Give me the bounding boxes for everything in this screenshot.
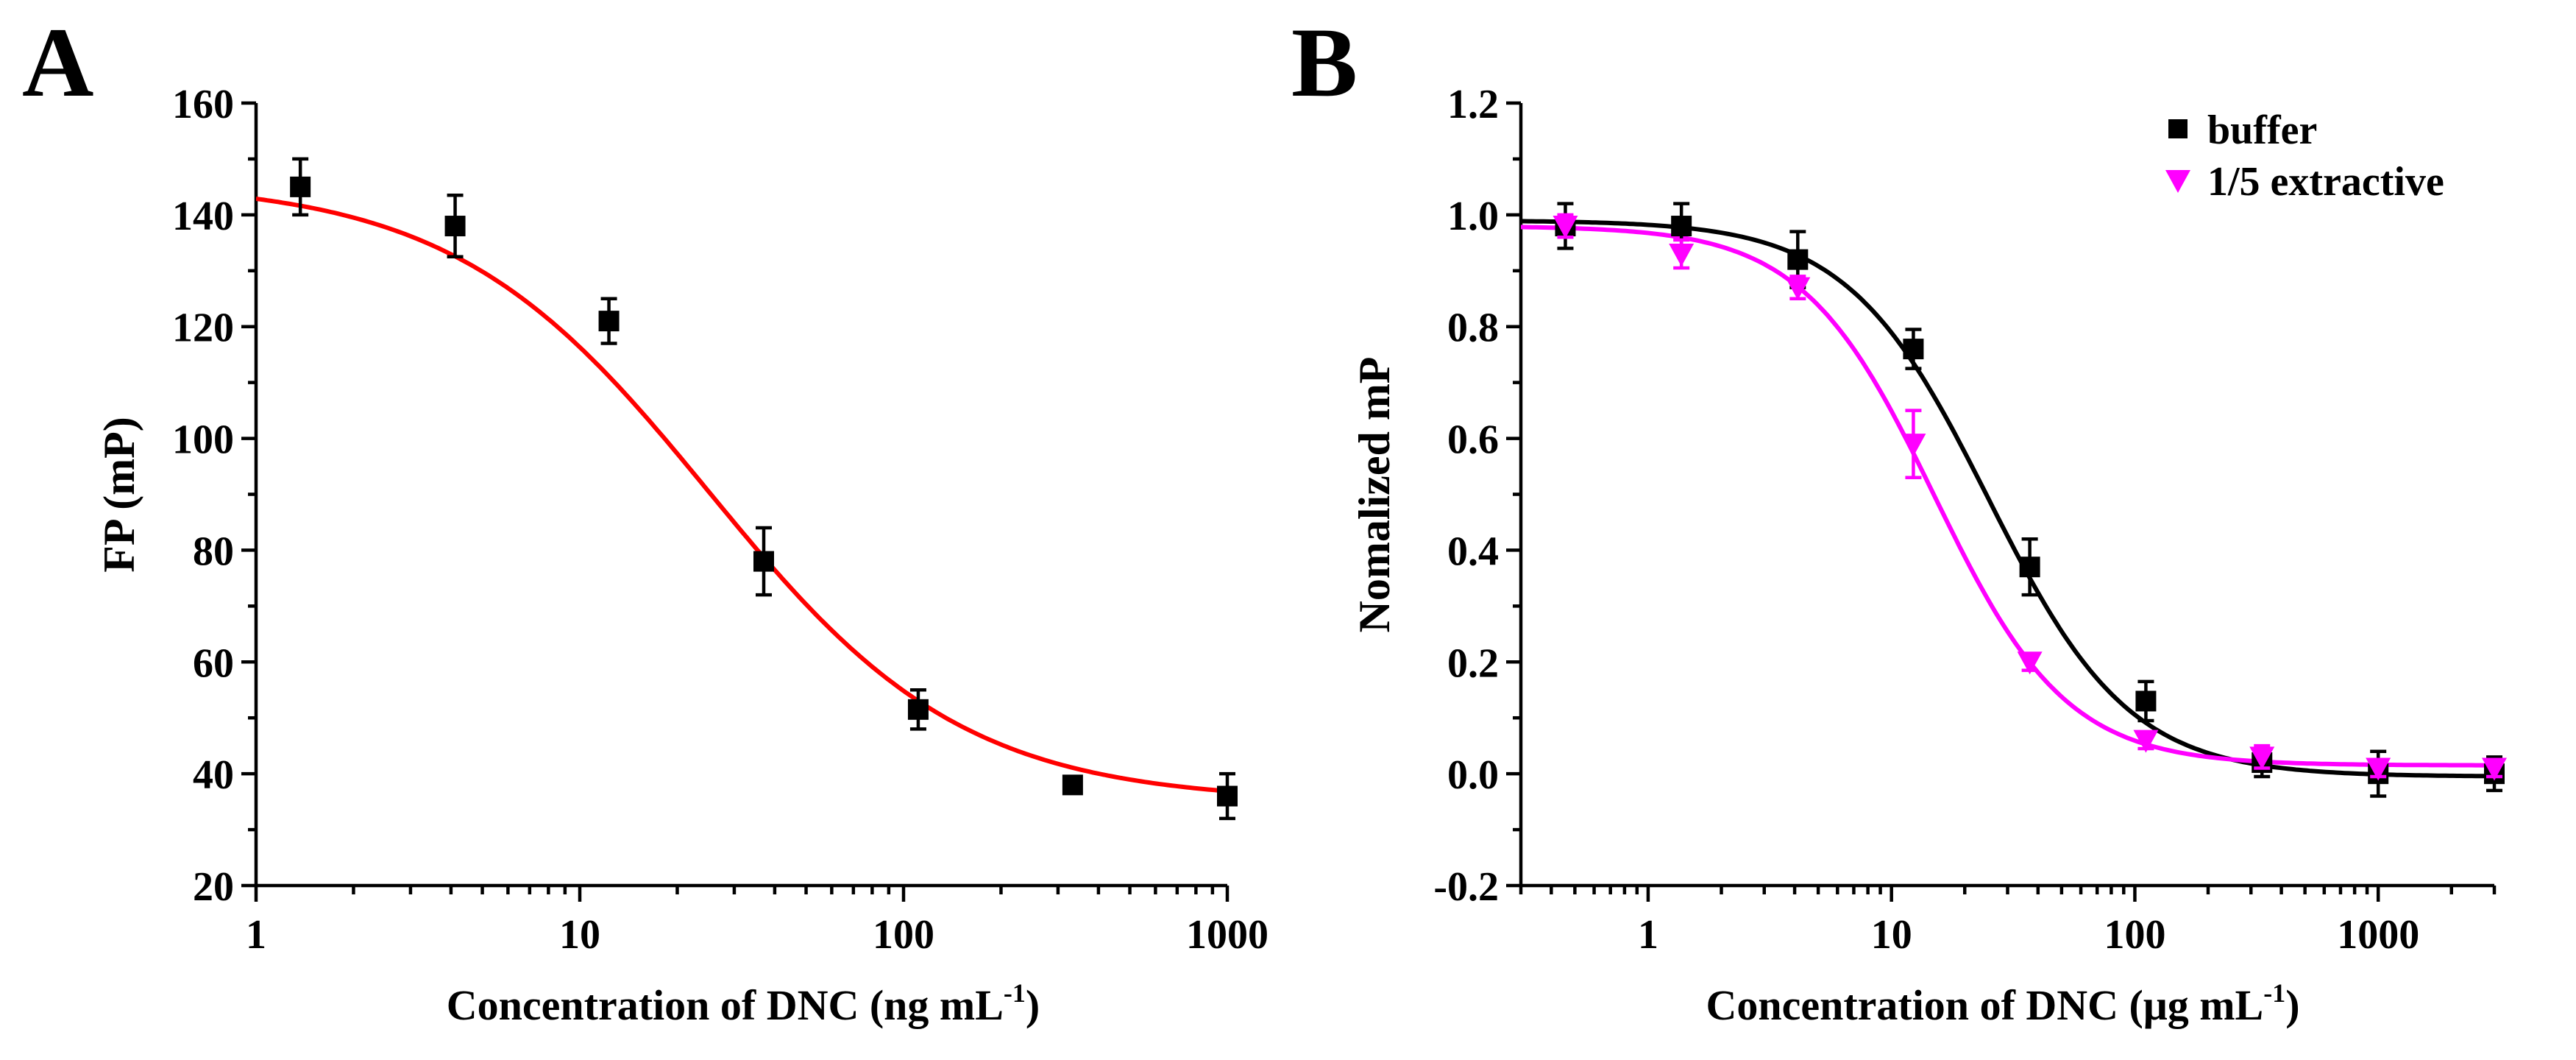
y-tick-label: 0.8 bbox=[1447, 305, 1499, 351]
data-point bbox=[2482, 757, 2507, 781]
y-tick-label: 140 bbox=[172, 194, 234, 239]
y-tick-label: 0.6 bbox=[1447, 417, 1499, 463]
x-axis-title: Concentration of DNC (μg mL-1) bbox=[1706, 978, 2299, 1029]
data-point bbox=[2249, 746, 2275, 770]
legend-marker bbox=[2168, 119, 2188, 138]
y-tick-label: 1.0 bbox=[1447, 194, 1499, 239]
data-point bbox=[598, 311, 620, 332]
data-point bbox=[1217, 785, 1238, 807]
x-tick-label: 10 bbox=[1871, 912, 1912, 958]
y-tick-label: 100 bbox=[172, 417, 234, 463]
y-tick-label: 160 bbox=[172, 82, 234, 127]
data-point bbox=[1671, 216, 1692, 237]
data-point bbox=[2135, 690, 2157, 712]
x-tick-label: 100 bbox=[2104, 912, 2165, 958]
x-tick-label: 1000 bbox=[2337, 912, 2419, 958]
x-axis-title: Concentration of DNC (ng mL-1) bbox=[447, 978, 1040, 1029]
data-point bbox=[1901, 434, 1926, 457]
y-tick-label: 0.0 bbox=[1447, 752, 1499, 798]
y-tick-label: 40 bbox=[193, 752, 234, 798]
data-point bbox=[290, 176, 311, 197]
legend-label: 1/5 extractive bbox=[2207, 159, 2444, 205]
panel-label: A bbox=[22, 8, 94, 118]
fit-curve bbox=[256, 197, 1227, 794]
legend-label: buffer bbox=[2207, 107, 2317, 153]
legend: buffer 1/5 extractive bbox=[2165, 107, 2444, 205]
data-point bbox=[2017, 651, 2043, 675]
legend-marker bbox=[2165, 170, 2190, 193]
data-point bbox=[1062, 774, 1083, 796]
fit-curve-1 bbox=[1521, 225, 2494, 768]
x-tick-label: 1000 bbox=[1186, 912, 1269, 958]
y-tick-label: 80 bbox=[193, 529, 234, 574]
panel-b: B -0.2 0.0 0.2 0.4 0.6 0.8 1.0 1.2 1 10 100 1000 Conc… bbox=[1291, 8, 2507, 1029]
y-tick-label: 1.2 bbox=[1447, 82, 1499, 127]
y-tick-label: -0.2 bbox=[1433, 864, 1499, 910]
panel-a: A 20 40 60 80 100 120 140 160 1 10 100 1000 Concentra… bbox=[22, 8, 1269, 1029]
y-axis-title: Nomalized mP bbox=[1350, 357, 1399, 633]
data-point bbox=[1669, 244, 1695, 267]
y-tick-label: 20 bbox=[193, 864, 234, 910]
panel-label: B bbox=[1291, 8, 1358, 118]
data-point bbox=[1785, 277, 1811, 300]
x-tick-label: 100 bbox=[873, 912, 934, 958]
data-point bbox=[907, 699, 929, 720]
x-tick-label: 10 bbox=[559, 912, 600, 958]
data-point bbox=[1903, 339, 1924, 360]
y-axis-title: FP (mP) bbox=[95, 417, 143, 573]
y-tick-label: 60 bbox=[193, 640, 234, 686]
y-tick-label: 120 bbox=[172, 305, 234, 351]
x-tick-label: 1 bbox=[1638, 912, 1658, 958]
data-point bbox=[1553, 216, 1578, 239]
data-point bbox=[2133, 729, 2159, 753]
data-point bbox=[2366, 757, 2391, 781]
fit-curve-0 bbox=[1521, 219, 2494, 779]
data-point bbox=[753, 551, 775, 572]
y-tick-label: 0.4 bbox=[1447, 529, 1499, 574]
data-point bbox=[1787, 249, 1809, 270]
x-tick-label: 1 bbox=[246, 912, 266, 958]
data-point bbox=[444, 216, 466, 237]
data-point bbox=[2019, 556, 2040, 578]
y-tick-label: 0.2 bbox=[1447, 640, 1499, 686]
